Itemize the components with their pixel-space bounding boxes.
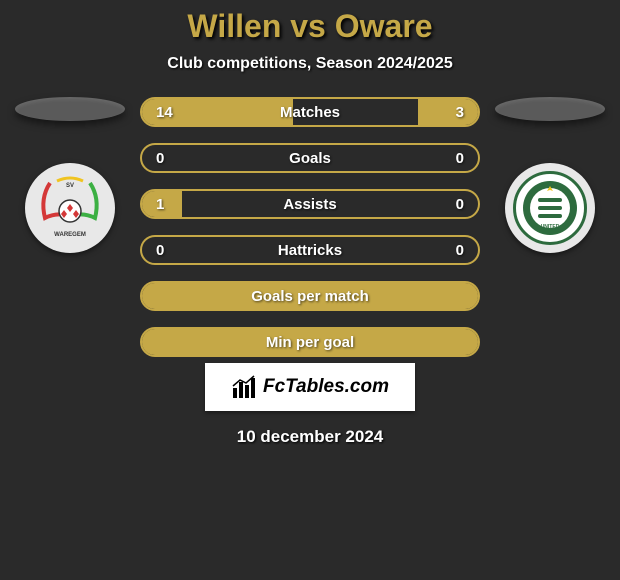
left-club-logo: WAREGEM SV [25, 163, 115, 253]
stat-bar: 0 Hattricks 0 [140, 235, 480, 265]
page-title: Willen vs Oware [187, 8, 432, 45]
left-player-column: WAREGEM SV [10, 97, 130, 253]
stat-value-left: 14 [156, 104, 173, 121]
right-player-column: UNITED [490, 97, 610, 253]
waregem-logo-icon: WAREGEM SV [35, 173, 105, 243]
stat-value-right: 0 [456, 150, 464, 167]
stat-label: Matches [280, 104, 340, 121]
stat-label: Min per goal [266, 334, 354, 351]
svg-text:WAREGEM: WAREGEM [54, 232, 86, 238]
right-club-logo: UNITED [505, 163, 595, 253]
svg-text:SV: SV [66, 183, 74, 189]
stat-value-left: 0 [156, 150, 164, 167]
player-silhouette-shadow [15, 97, 125, 121]
stat-label: Hattricks [278, 242, 342, 259]
stat-value-right: 0 [456, 196, 464, 213]
stat-value-right: 0 [456, 242, 464, 259]
brand-text: FcTables.com [263, 376, 389, 398]
page-subtitle: Club competitions, Season 2024/2025 [167, 55, 452, 73]
lommel-logo-icon: UNITED [513, 171, 587, 245]
stat-bar: Min per goal [140, 327, 480, 357]
stat-value-right: 3 [456, 104, 464, 121]
svg-text:UNITED: UNITED [541, 224, 560, 230]
brand-badge: FcTables.com [205, 363, 415, 411]
player-silhouette-shadow [495, 97, 605, 121]
stat-bar: 1 Assists 0 [140, 189, 480, 219]
stat-label: Assists [283, 196, 336, 213]
stats-column: 14 Matches 3 0 Goals 0 1 Assists 0 0 Hattricks 0 Goa… [140, 97, 480, 357]
stat-label: Goals [289, 150, 331, 167]
stat-bar: Goals per match [140, 281, 480, 311]
date-line: 10 december 2024 [237, 427, 384, 447]
stat-fill-right [418, 99, 478, 125]
infographic-container: Willen vs Oware Club competitions, Seaso… [0, 0, 620, 580]
stat-label: Goals per match [251, 288, 369, 305]
stat-bar: 14 Matches 3 [140, 97, 480, 127]
chart-bars-icon [231, 374, 257, 400]
main-row: WAREGEM SV 14 Matches 3 0 Goals 0 1 Assists 0 0 Ha… [0, 97, 620, 357]
stat-bar: 0 Goals 0 [140, 143, 480, 173]
stat-value-left: 0 [156, 242, 164, 259]
stat-value-left: 1 [156, 196, 164, 213]
